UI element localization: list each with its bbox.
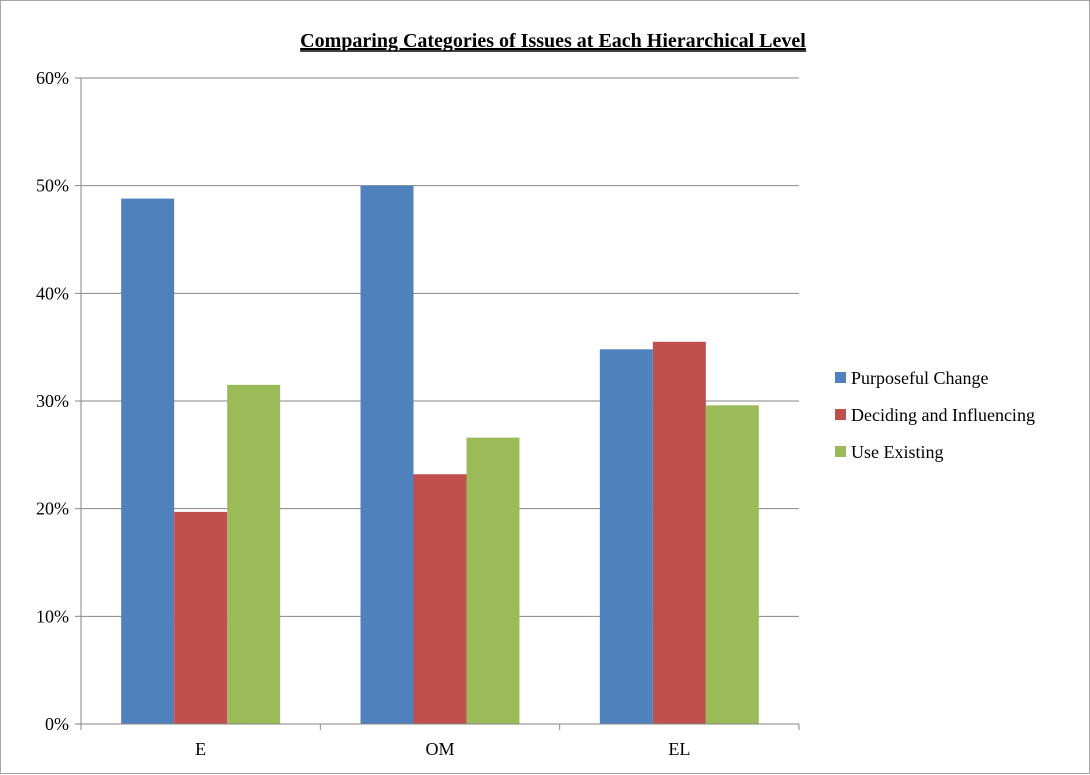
bar (360, 185, 414, 724)
bar (652, 341, 706, 724)
bar (599, 349, 653, 724)
chart-title: Comparing Categories of Issues at Each H… (300, 30, 806, 52)
y-tick-label: 20% (36, 499, 69, 519)
axes: 0% 10% 20% 30% 40% 50% 60% E OM EL (36, 68, 800, 759)
legend-label: Use Existing (851, 442, 944, 462)
legend-swatch (835, 372, 846, 383)
bar (174, 511, 228, 724)
y-tick-label: 40% (36, 283, 69, 303)
bar (227, 384, 281, 724)
x-tick-label: EL (668, 739, 690, 759)
legend: Purposeful Change Deciding and Influencin… (835, 368, 1035, 462)
bar (705, 405, 759, 724)
y-tick-label: 60% (36, 68, 69, 88)
legend-label: Deciding and Influencing (851, 405, 1035, 425)
legend-label: Purposeful Change (851, 368, 988, 388)
legend-swatch (835, 409, 846, 420)
x-tick-label: OM (425, 739, 454, 759)
bar (466, 437, 520, 724)
y-tick-label: 0% (45, 714, 69, 734)
legend-swatch (835, 446, 846, 457)
x-tick-label: E (195, 739, 206, 759)
bar (413, 474, 467, 724)
y-tick-label: 30% (36, 391, 69, 411)
bar (121, 198, 175, 724)
bars (121, 185, 759, 724)
y-tick-label: 10% (36, 606, 69, 626)
y-tick-label: 50% (36, 176, 69, 196)
